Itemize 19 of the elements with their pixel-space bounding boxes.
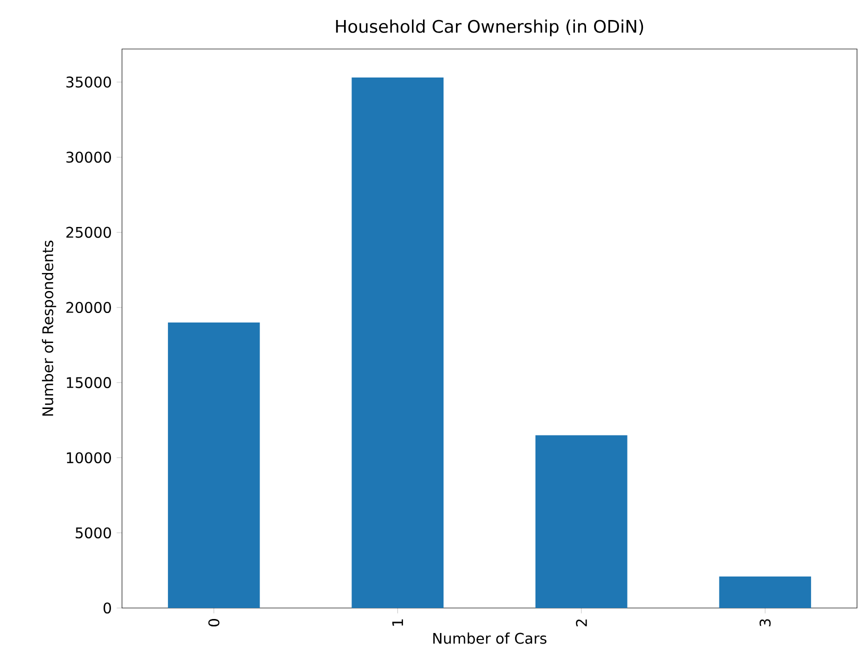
y-tick-label: 10000 [66, 452, 111, 464]
y-axis-title: Number of Respondents [42, 240, 56, 416]
x-tick-label: 1 [392, 619, 403, 626]
x-tick-label: 0 [208, 619, 220, 626]
x-axis-title: Number of Cars [433, 632, 546, 644]
bar [719, 576, 812, 608]
y-tick-label: 30000 [66, 152, 111, 163]
x-tick-label: 2 [576, 620, 587, 626]
y-tick-label: 20000 [66, 302, 111, 314]
y-tick-label: 15000 [66, 377, 111, 388]
y-tick-label: 35000 [66, 76, 111, 88]
y-tick-label: 0 [104, 602, 111, 614]
bar [535, 435, 628, 608]
y-tick-label: 5000 [76, 527, 111, 538]
chart-title: Household Car Ownership (in ODiN) [336, 20, 644, 36]
x-tick-label: 3 [760, 619, 771, 626]
bar [168, 322, 260, 608]
y-tick-label: 25000 [66, 226, 111, 238]
bar [352, 78, 444, 608]
